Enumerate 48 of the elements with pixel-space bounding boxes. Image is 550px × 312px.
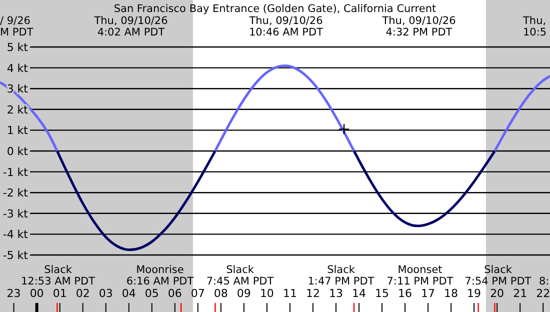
x-tick-label: 07: [190, 287, 205, 300]
x-tick-label: 22: [536, 287, 550, 300]
x-tick-label: 13: [328, 287, 343, 300]
x-tick-label: 05: [144, 287, 159, 300]
x-tick-label: 21: [513, 287, 528, 300]
annotation: Thu, 09/10/26 4:32 PM PDT: [381, 15, 456, 38]
x-tick-label: 06: [168, 287, 182, 300]
annotation: Slack 12:53 AM PDT: [20, 264, 96, 288]
x-tick-label: 09: [236, 287, 251, 300]
annotation: Slack 7:54 PM PDT: [464, 264, 532, 288]
annotation: Slack 7:45 AM PDT: [206, 264, 274, 288]
y-tick-label: -1 kt: [2, 166, 29, 179]
x-tick-label: 14: [352, 287, 366, 300]
annotation: 8:: [539, 276, 550, 288]
annotation: Slack 1:47 PM PDT: [308, 264, 375, 288]
x-tick-label: 16: [398, 287, 412, 300]
annotation: Moonrise 6:16 AM PDT: [126, 264, 194, 288]
y-tick-label: 2 kt: [6, 103, 29, 116]
x-tick-label: 12: [306, 287, 320, 300]
annotation: / 9/26 M PDT: [0, 15, 34, 38]
annotation: Moonset 7:11 PM PDT: [386, 264, 454, 288]
chart-title: San Francisco Bay Entrance (Golden Gate), California Current: [114, 3, 436, 15]
y-tick-label: 5 kt: [6, 41, 29, 54]
x-tick-label: 23: [6, 287, 21, 300]
y-tick-label: 0 kt: [6, 145, 29, 158]
x-tick-label: 11: [282, 287, 297, 300]
annotation: Thu, 09/10/26 10:46 AM PDT: [248, 15, 324, 38]
x-tick-label: 03: [98, 287, 113, 300]
x-tick-label: 08: [214, 287, 228, 300]
x-tick-label: 00: [30, 287, 44, 300]
x-tick-label: 17: [421, 287, 436, 300]
y-tick-label: -5 kt: [2, 249, 29, 262]
y-tick-label: -3 kt: [2, 207, 29, 220]
x-tick-label: 10: [260, 287, 274, 300]
y-tick-label: 4 kt: [6, 62, 29, 75]
annotation: Thu, 09/10/26 4:02 AM PDT: [93, 15, 168, 38]
x-tick-label: 18: [444, 287, 458, 300]
x-tick-label: 04: [122, 287, 136, 300]
y-tick-label: 3 kt: [6, 82, 29, 96]
annotation: Thu, 10:5: [522, 15, 547, 38]
x-tick-label: 20: [490, 287, 504, 300]
x-tick-label: 19: [467, 287, 482, 300]
y-tick-label: -2 kt: [2, 186, 29, 200]
x-tick-label: 15: [375, 287, 390, 300]
x-tick-label: 02: [76, 287, 90, 300]
y-tick-label: 1 kt: [6, 124, 29, 138]
x-tick-label: 01: [52, 287, 67, 300]
y-tick-label: -4 kt: [2, 228, 29, 242]
